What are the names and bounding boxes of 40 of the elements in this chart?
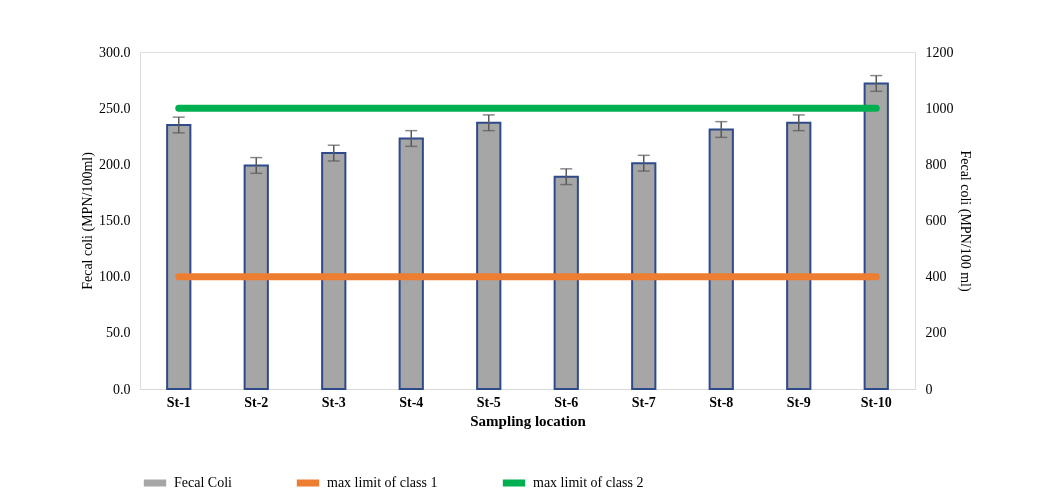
y-tick-label: 50.0 (106, 325, 131, 341)
bar (476, 121, 502, 390)
x-tick-label: St-7 (631, 394, 656, 410)
bar (553, 175, 579, 390)
x-tick-label: St-4 (399, 394, 424, 410)
y-axis-title: Fecal coli (MPN/100ml) (80, 151, 96, 290)
bar (321, 152, 347, 390)
y2-tick-label: 1000 (925, 100, 954, 116)
y2-tick-label: 600 (925, 213, 947, 228)
y2-tick-label: 1200 (925, 44, 954, 60)
x-tick-label: St-3 (321, 394, 346, 410)
x-tick-label: St-10 (860, 394, 892, 410)
x-tick-label: St-6 (554, 394, 579, 410)
bar (398, 137, 424, 390)
y-tick-label: 250.0 (99, 100, 131, 116)
x-tick-label: St-2 (244, 394, 269, 410)
x-tick-label: St-1 (166, 394, 191, 410)
legend-label: Fecal Coli (174, 475, 233, 490)
y-tick-label: 100.0 (99, 269, 131, 285)
bar (631, 162, 657, 390)
y2-axis-title: Fecal coli (MPN/100 ml) (956, 150, 973, 292)
y2-tick-label: 400 (925, 269, 947, 285)
y2-tick-label: 200 (925, 325, 947, 341)
x-axis-title: Sampling location (470, 412, 587, 429)
y-tick-label: 150.0 (99, 213, 131, 228)
legend-label: max limit of class 2 (533, 475, 644, 490)
y-tick-label: 200.0 (99, 156, 131, 172)
x-tick-label: St-8 (709, 394, 734, 410)
bar (166, 124, 192, 390)
bar (708, 128, 734, 390)
bar (243, 164, 269, 390)
x-tick-label: St-9 (786, 394, 811, 410)
y-tick-label: 300.0 (99, 44, 131, 60)
legend-label: max limit of class 1 (327, 475, 438, 490)
y2-tick-label: 800 (925, 156, 947, 172)
bar (786, 121, 812, 390)
y2-tick-label: 0 (925, 381, 933, 397)
y-tick-label: 0.0 (113, 381, 131, 397)
x-tick-label: St-5 (476, 394, 501, 410)
bar (863, 82, 889, 390)
